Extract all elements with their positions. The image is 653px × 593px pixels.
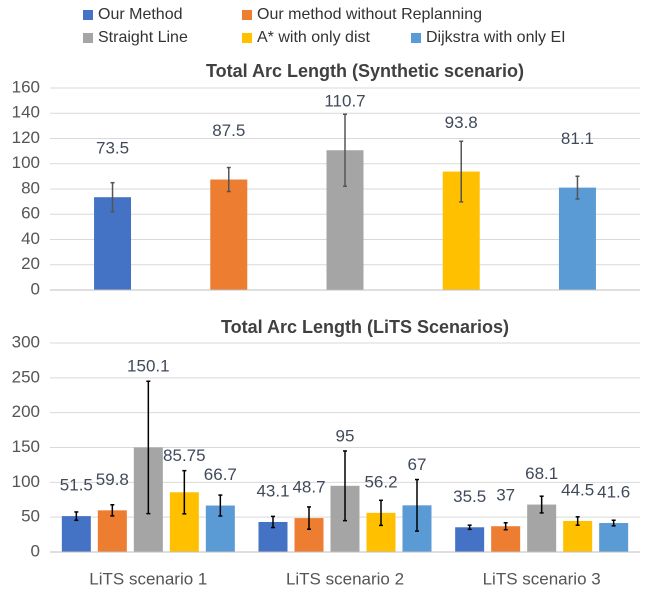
legend-label: A* with only dist [257,29,370,46]
data-label: 110.7 [324,92,365,111]
error-bar [146,380,151,515]
data-label: 150.1 [127,357,170,376]
legend-swatch [83,10,93,20]
data-label: 85.75 [163,446,206,465]
error-bar [467,524,472,531]
data-label: 66.7 [204,465,237,484]
error-bar [379,499,383,527]
y-tick-label: 160 [12,77,40,96]
error-bar [459,140,464,203]
data-label: 35.5 [453,487,486,506]
legend-swatch [242,10,252,20]
data-label: 73.5 [96,139,129,158]
data-label: 87.5 [212,121,245,140]
bar [210,179,248,290]
error-bar [110,181,115,213]
x-tick-label: LiTS scenario 1 [89,569,207,588]
data-label: 68.1 [525,464,558,483]
legend-swatch [411,33,421,43]
error-bar [575,175,580,200]
error-bar [110,504,115,517]
y-tick-label: 0 [31,541,40,560]
data-label: 44.5 [561,480,594,499]
bar [455,527,485,552]
legend-swatch [83,33,93,43]
bar [491,526,521,552]
error-bar [503,521,508,531]
error-bar [343,450,347,522]
y-tick-label: 200 [12,402,40,421]
data-label: 67 [408,455,427,474]
error-bar [307,506,311,530]
legend-swatch [242,33,252,43]
bar [558,187,596,290]
y-tick-label: 60 [21,204,40,223]
y-tick-label: 100 [12,153,40,172]
data-label: 81.1 [561,129,594,148]
legend-label: Our Method [98,6,182,23]
y-tick-label: 120 [12,128,40,147]
x-tick-label: LiTS scenario 2 [286,569,404,588]
data-label: 41.6 [597,483,630,502]
legend-label: Dijkstra with only EI [426,29,566,46]
y-tick-label: 150 [12,437,40,456]
bar [97,510,127,552]
error-bar [226,166,231,193]
chart-title: Total Arc Length (Synthetic scenario) [206,61,524,81]
error-bar [218,494,223,517]
error-bar [611,519,616,527]
y-tick-label: 80 [21,178,40,197]
y-tick-label: 50 [21,507,40,526]
error-bar [182,469,187,515]
error-bar [271,515,275,529]
legend-label: Our method without Replanning [257,6,482,23]
y-tick-label: 20 [21,254,40,273]
y-tick-label: 300 [12,332,40,351]
data-label: 95 [336,426,355,445]
data-label: 59.8 [96,470,129,489]
data-label: 93.8 [445,113,478,132]
data-label: 51.5 [60,476,93,495]
bar [563,520,593,552]
error-bar [343,113,347,187]
y-tick-label: 250 [12,367,40,386]
y-tick-label: 140 [12,103,40,122]
data-label: 56.2 [364,472,397,491]
y-tick-label: 40 [21,229,40,248]
data-label: 37 [496,486,515,505]
y-tick-label: 100 [12,472,40,491]
bar [599,523,629,552]
bar [94,197,132,290]
error-bar [575,516,580,526]
bar [61,516,91,552]
chart-title: Total Arc Length (LiTS Scenarios) [221,317,509,337]
error-bar [415,478,419,532]
data-label: 43.1 [256,481,289,500]
legend-label: Straight Line [98,29,188,46]
error-bar [539,495,544,514]
x-tick-label: LiTS scenario 3 [483,569,601,588]
y-tick-label: 0 [31,279,40,298]
data-label: 48.7 [292,478,325,497]
error-bar [74,511,79,522]
